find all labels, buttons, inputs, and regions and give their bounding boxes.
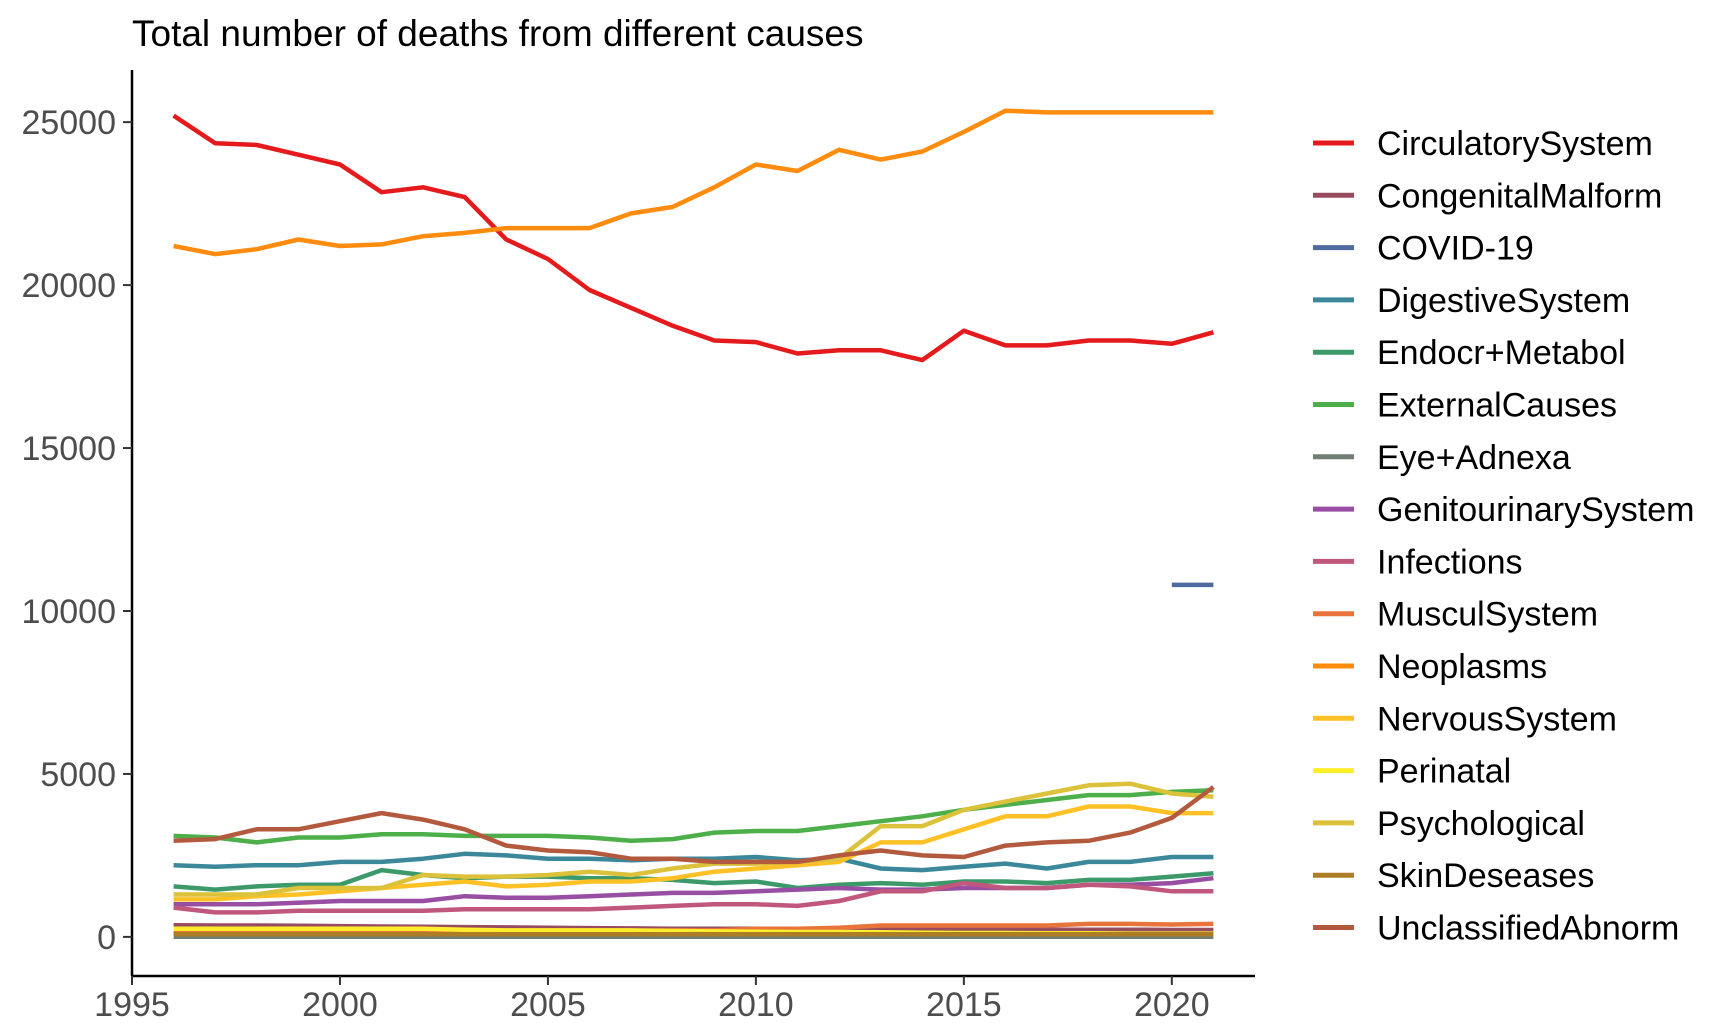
legend-label: NervousSystem bbox=[1377, 700, 1617, 738]
series-line-externalcauses bbox=[173, 787, 1214, 845]
x-tick-label: 2005 bbox=[510, 986, 586, 1024]
x-tick-label: 1995 bbox=[94, 986, 170, 1024]
series-line-endocr-metabol bbox=[173, 867, 1214, 892]
y-tick-label: 5000 bbox=[40, 756, 116, 794]
series-line-neoplasms bbox=[173, 108, 1214, 257]
series-line-circulatorysystem bbox=[172, 113, 1214, 363]
legend-label: Psychological bbox=[1377, 805, 1585, 843]
legend-label: Infections bbox=[1377, 543, 1523, 581]
x-tick-label: 2010 bbox=[718, 986, 794, 1024]
series-line-nervoussystem bbox=[173, 804, 1214, 902]
legend-label: DigestiveSystem bbox=[1377, 282, 1630, 320]
legend-label: Perinatal bbox=[1377, 753, 1511, 791]
legend-label: CongenitalMalform bbox=[1377, 177, 1662, 215]
y-tick-label: 0 bbox=[97, 919, 116, 957]
legend: CirculatorySystem CongenitalMalform COVID-… bbox=[1313, 125, 1694, 948]
chart-title: Total number of deaths from different ca… bbox=[132, 13, 864, 54]
y-tick-label: 25000 bbox=[21, 104, 116, 142]
y-tick-label: 15000 bbox=[21, 430, 116, 468]
legend-label: UnclassifiedAbnorm bbox=[1377, 910, 1679, 948]
x-tick-label: 2015 bbox=[926, 986, 1002, 1024]
x-tick-label: 2000 bbox=[302, 986, 378, 1024]
legend-label: SkinDeseases bbox=[1377, 857, 1594, 895]
y-tick-label: 20000 bbox=[21, 267, 116, 305]
legend-label: ExternalCauses bbox=[1377, 387, 1617, 425]
y-tick-label: 10000 bbox=[21, 593, 116, 631]
x-tick-label: 2020 bbox=[1134, 986, 1210, 1024]
legend-label: MusculSystem bbox=[1377, 596, 1598, 634]
legend-label: CirculatorySystem bbox=[1377, 125, 1653, 163]
plot-area bbox=[172, 108, 1215, 939]
legend-label: GenitourinarySystem bbox=[1377, 491, 1694, 529]
legend-label: Neoplasms bbox=[1377, 648, 1547, 686]
series-line-infections bbox=[173, 880, 1214, 915]
legend-label: COVID-19 bbox=[1377, 230, 1534, 268]
axes: 0 5000 10000 15000 20000 25000 1995 2000 2005 201… bbox=[21, 70, 1255, 1024]
series-line-unclassifiedabnorm bbox=[173, 785, 1215, 865]
legend-label: Eye+Adnexa bbox=[1377, 439, 1571, 477]
legend-label: Endocr+Metabol bbox=[1377, 334, 1626, 372]
series-line-psychological bbox=[173, 781, 1214, 897]
